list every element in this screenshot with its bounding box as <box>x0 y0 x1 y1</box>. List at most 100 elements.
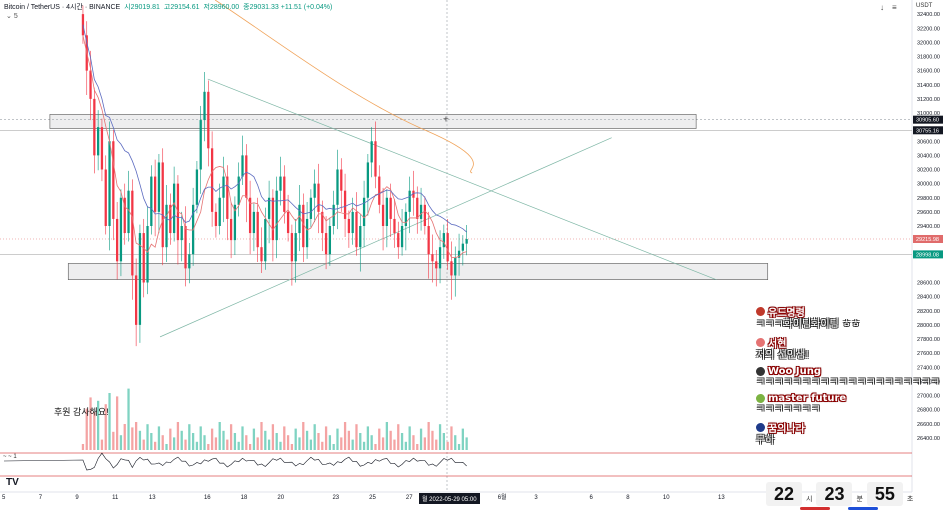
chat-username: Woo Jung <box>756 366 946 377</box>
chart-header: Bitcoin / TetherUS · 4시간 · BINANCE 시2901… <box>4 2 332 12</box>
volume-bar <box>412 435 415 450</box>
price-tag-label: 29215.98 <box>916 237 939 243</box>
candle-body <box>412 190 415 198</box>
candle-body <box>233 204 237 241</box>
volume-bar <box>142 439 145 450</box>
chat-username-text: master future <box>768 393 847 404</box>
candle-body <box>214 211 218 226</box>
volume-bar <box>195 441 199 450</box>
volume-bar <box>165 444 168 450</box>
y-tick-label: 26400.00 <box>917 436 940 442</box>
indicator-toggle[interactable]: ⌄ 5 <box>6 13 18 20</box>
clock-second-unit: 초 <box>906 496 914 503</box>
chat-text: ㅋㅋㅋㅋㅋㅋㅋㅋㅋㅋㅋㅋㅋㅋㅋㅋㅋㅋㅋㅋ <box>756 377 940 388</box>
volume-bar <box>127 388 130 450</box>
volume-bar <box>97 400 100 450</box>
candle-body <box>210 148 214 212</box>
x-tick-label: 11 <box>112 495 119 501</box>
volume-bar <box>112 431 115 450</box>
volume-bar <box>442 433 445 450</box>
symbol-title[interactable]: Bitcoin / TetherUS · 4시간 · BINANCE <box>4 4 121 11</box>
candle-body <box>161 162 164 248</box>
oscillator-label: ~ ~ 1 <box>3 454 17 460</box>
volume-bar <box>267 439 271 450</box>
currency-label[interactable]: USDT <box>916 3 933 9</box>
volume-bar <box>275 433 278 450</box>
candle-body <box>309 197 313 219</box>
y-tick-label: 27200.00 <box>917 379 940 385</box>
candle-body <box>366 162 370 198</box>
avatar <box>756 423 765 432</box>
volume-bar <box>340 437 343 450</box>
candle-body <box>313 183 316 198</box>
y-tick-label: 31200.00 <box>917 97 940 103</box>
avatar <box>756 394 765 403</box>
oscillator-line <box>3 452 467 471</box>
candle-body <box>115 218 119 262</box>
candle-body <box>142 233 145 283</box>
candle-body <box>245 155 248 198</box>
volume-bar <box>435 439 438 450</box>
candle-body <box>435 261 438 269</box>
clock-minute-unit: 분 <box>856 496 863 503</box>
volume-bar <box>157 426 161 450</box>
volume-bar <box>184 439 187 450</box>
chat-text: 무하 <box>756 435 775 446</box>
volume-bar <box>347 430 351 450</box>
trendline-ascending <box>159 137 612 338</box>
candle-body <box>165 204 168 248</box>
menu-icon[interactable]: ≡ <box>892 3 897 12</box>
clock-minute: 23 <box>816 482 853 506</box>
zone-support <box>67 263 769 280</box>
volume-bar <box>321 441 324 450</box>
x-cursor-date: 월 2022-05-29 05:00 <box>419 493 480 504</box>
y-tick-label: 31800.00 <box>917 55 940 61</box>
y-tick-label: 32400.00 <box>917 12 940 18</box>
y-tick-label: 29600.00 <box>917 210 940 216</box>
volume-bar <box>343 422 347 450</box>
volume-bar <box>302 422 305 450</box>
candle-body <box>298 204 301 234</box>
volume-bar <box>93 412 96 450</box>
volume-bar <box>438 424 442 450</box>
candle-body <box>397 233 400 248</box>
x-tick-label: 7 <box>39 495 43 501</box>
volume-bar <box>397 424 400 450</box>
volume-bar <box>454 435 457 450</box>
candle-body <box>127 190 130 234</box>
volume-bar <box>374 444 377 450</box>
x-tick-label: 9 <box>75 495 79 501</box>
volume-bar <box>309 439 313 450</box>
candle-body <box>351 211 354 234</box>
volume-bar <box>336 428 339 450</box>
x-tick-label: 6 <box>589 495 593 501</box>
volume-bar <box>245 435 248 450</box>
candle-body <box>267 197 271 219</box>
candle-body <box>393 218 396 234</box>
volume-bar <box>229 424 233 450</box>
volume-bar <box>416 444 419 450</box>
volume-bar <box>404 441 408 450</box>
candle-body <box>450 261 453 276</box>
download-icon[interactable]: ↓ <box>880 3 884 12</box>
volume-bar <box>328 435 332 450</box>
candle-body <box>279 176 282 191</box>
candle-body <box>374 141 377 177</box>
tradingview-logo[interactable]: TV <box>6 477 19 488</box>
volume-bar <box>104 404 107 450</box>
candle-body <box>172 183 176 234</box>
volume-bar <box>366 426 370 450</box>
volume-bar <box>237 441 240 450</box>
candle-body <box>138 233 142 325</box>
volume-bar <box>431 430 434 450</box>
volume-bar <box>446 441 449 450</box>
chat-message: master future ㅋㅋㅋㅋㅋㅋㅋ <box>756 393 946 416</box>
stream-clock: 22 시 23 분 55 초 <box>766 482 913 506</box>
chat-username: 유드명령 <box>756 304 946 319</box>
candle-body <box>123 197 126 234</box>
volume-bar <box>423 437 426 450</box>
ma-fast-line <box>82 35 467 259</box>
chat-username: 꿈의나라 <box>756 420 946 435</box>
candle-body <box>146 226 149 283</box>
